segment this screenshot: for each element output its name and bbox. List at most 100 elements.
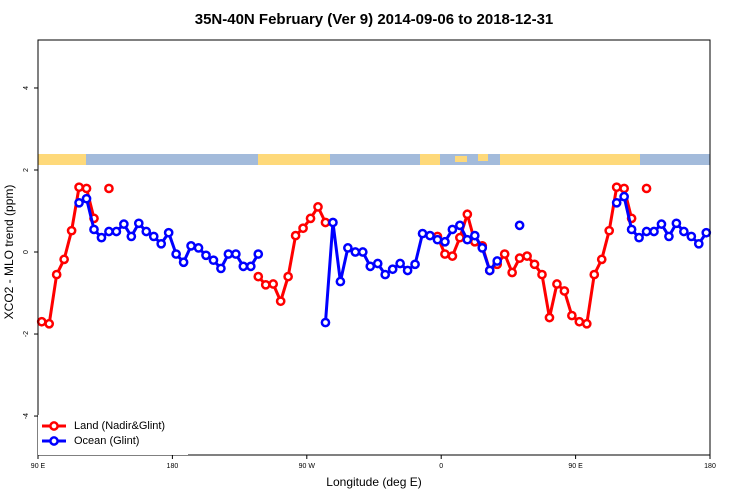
data-point bbox=[611, 182, 622, 193]
legend-label: Ocean (Glint) bbox=[74, 435, 139, 447]
data-point bbox=[514, 220, 525, 231]
data-point bbox=[44, 318, 55, 329]
data-point bbox=[81, 193, 92, 204]
chart-title: 35N-40N February (Ver 9) 2014-09-06 to 2… bbox=[195, 11, 554, 28]
data-point bbox=[462, 234, 473, 245]
data-point bbox=[671, 218, 682, 229]
data-point bbox=[492, 256, 503, 266]
data-point bbox=[462, 209, 473, 220]
data-point bbox=[148, 231, 159, 242]
data-point bbox=[163, 227, 174, 238]
x-tick-label: 0 bbox=[439, 463, 443, 470]
data-point bbox=[395, 258, 405, 269]
data-point bbox=[104, 183, 114, 194]
data-point bbox=[193, 243, 204, 253]
data-point bbox=[589, 269, 600, 280]
data-point bbox=[178, 257, 189, 268]
data-point bbox=[469, 230, 480, 241]
data-point bbox=[455, 232, 465, 243]
data-point bbox=[372, 258, 383, 269]
data-point bbox=[81, 183, 92, 194]
data-point bbox=[477, 243, 488, 253]
x-tick-label: 180 bbox=[167, 463, 179, 470]
data-point bbox=[507, 267, 517, 278]
data-point bbox=[305, 213, 316, 224]
data-point bbox=[611, 197, 622, 208]
data-point bbox=[268, 279, 279, 289]
data-point bbox=[626, 224, 637, 235]
data-point bbox=[499, 249, 510, 259]
data-point bbox=[634, 232, 644, 243]
data-point bbox=[96, 232, 107, 243]
data-point bbox=[567, 310, 577, 321]
data-point bbox=[387, 264, 398, 275]
y-tick-label: 4 bbox=[23, 86, 30, 90]
data-point bbox=[290, 230, 301, 241]
data-point bbox=[141, 226, 152, 237]
data-point bbox=[693, 238, 704, 249]
data-point bbox=[522, 251, 532, 261]
y-tick-label: -2 bbox=[23, 331, 30, 337]
data-point bbox=[656, 219, 667, 229]
data-point bbox=[119, 219, 129, 229]
data-point bbox=[126, 231, 137, 242]
legend-box bbox=[38, 415, 188, 455]
data-point bbox=[649, 226, 659, 237]
data-point bbox=[417, 228, 428, 239]
data-point bbox=[581, 318, 592, 329]
data-point bbox=[514, 253, 525, 264]
data-point bbox=[574, 316, 585, 327]
data-point bbox=[455, 220, 465, 231]
plot-area bbox=[36, 182, 712, 329]
legend-marker bbox=[49, 421, 59, 431]
plot-frame bbox=[37, 39, 711, 456]
data-point bbox=[36, 316, 47, 327]
data-point bbox=[537, 269, 547, 280]
data-point bbox=[544, 312, 555, 323]
data-point bbox=[440, 249, 450, 259]
data-point bbox=[679, 226, 689, 237]
data-point bbox=[320, 317, 331, 328]
legend-label: Land (Nadir&Glint) bbox=[74, 420, 165, 432]
data-point bbox=[89, 224, 99, 235]
data-point bbox=[425, 230, 435, 241]
data-point bbox=[402, 265, 413, 276]
data-point bbox=[156, 238, 167, 249]
data-point bbox=[552, 279, 562, 289]
data-point bbox=[51, 269, 62, 280]
data-point bbox=[313, 202, 323, 212]
data-point bbox=[641, 183, 652, 194]
x-axis-label: Longitude (deg E) bbox=[326, 475, 421, 489]
x-tick-label: 180 bbox=[704, 463, 716, 470]
x-tick-label: 90 E bbox=[31, 463, 46, 470]
data-point bbox=[619, 191, 629, 202]
data-point bbox=[447, 224, 458, 235]
data-point bbox=[335, 276, 346, 287]
land-mask-strip bbox=[38, 154, 710, 165]
data-point bbox=[231, 249, 241, 259]
data-point bbox=[245, 261, 256, 272]
data-point bbox=[357, 247, 368, 257]
data-point bbox=[260, 279, 271, 290]
legend-marker bbox=[49, 436, 59, 446]
data-point bbox=[320, 217, 331, 228]
data-point bbox=[350, 247, 361, 257]
data-point bbox=[298, 223, 308, 234]
y-tick-label: -4 bbox=[23, 413, 30, 419]
data-point bbox=[133, 218, 144, 229]
data-point bbox=[701, 227, 712, 238]
y-axis-label: XCO2 - MLO trend (ppm) bbox=[2, 185, 16, 320]
data-point bbox=[171, 249, 181, 259]
data-point bbox=[223, 249, 234, 259]
data-point bbox=[604, 225, 615, 236]
data-point bbox=[104, 226, 114, 237]
data-point bbox=[216, 263, 226, 274]
data-point bbox=[365, 261, 376, 272]
data-point bbox=[253, 271, 264, 282]
series-line bbox=[42, 187, 647, 324]
data-point bbox=[74, 197, 84, 208]
data-point bbox=[238, 261, 249, 272]
data-point bbox=[410, 259, 420, 270]
data-point bbox=[328, 217, 338, 228]
